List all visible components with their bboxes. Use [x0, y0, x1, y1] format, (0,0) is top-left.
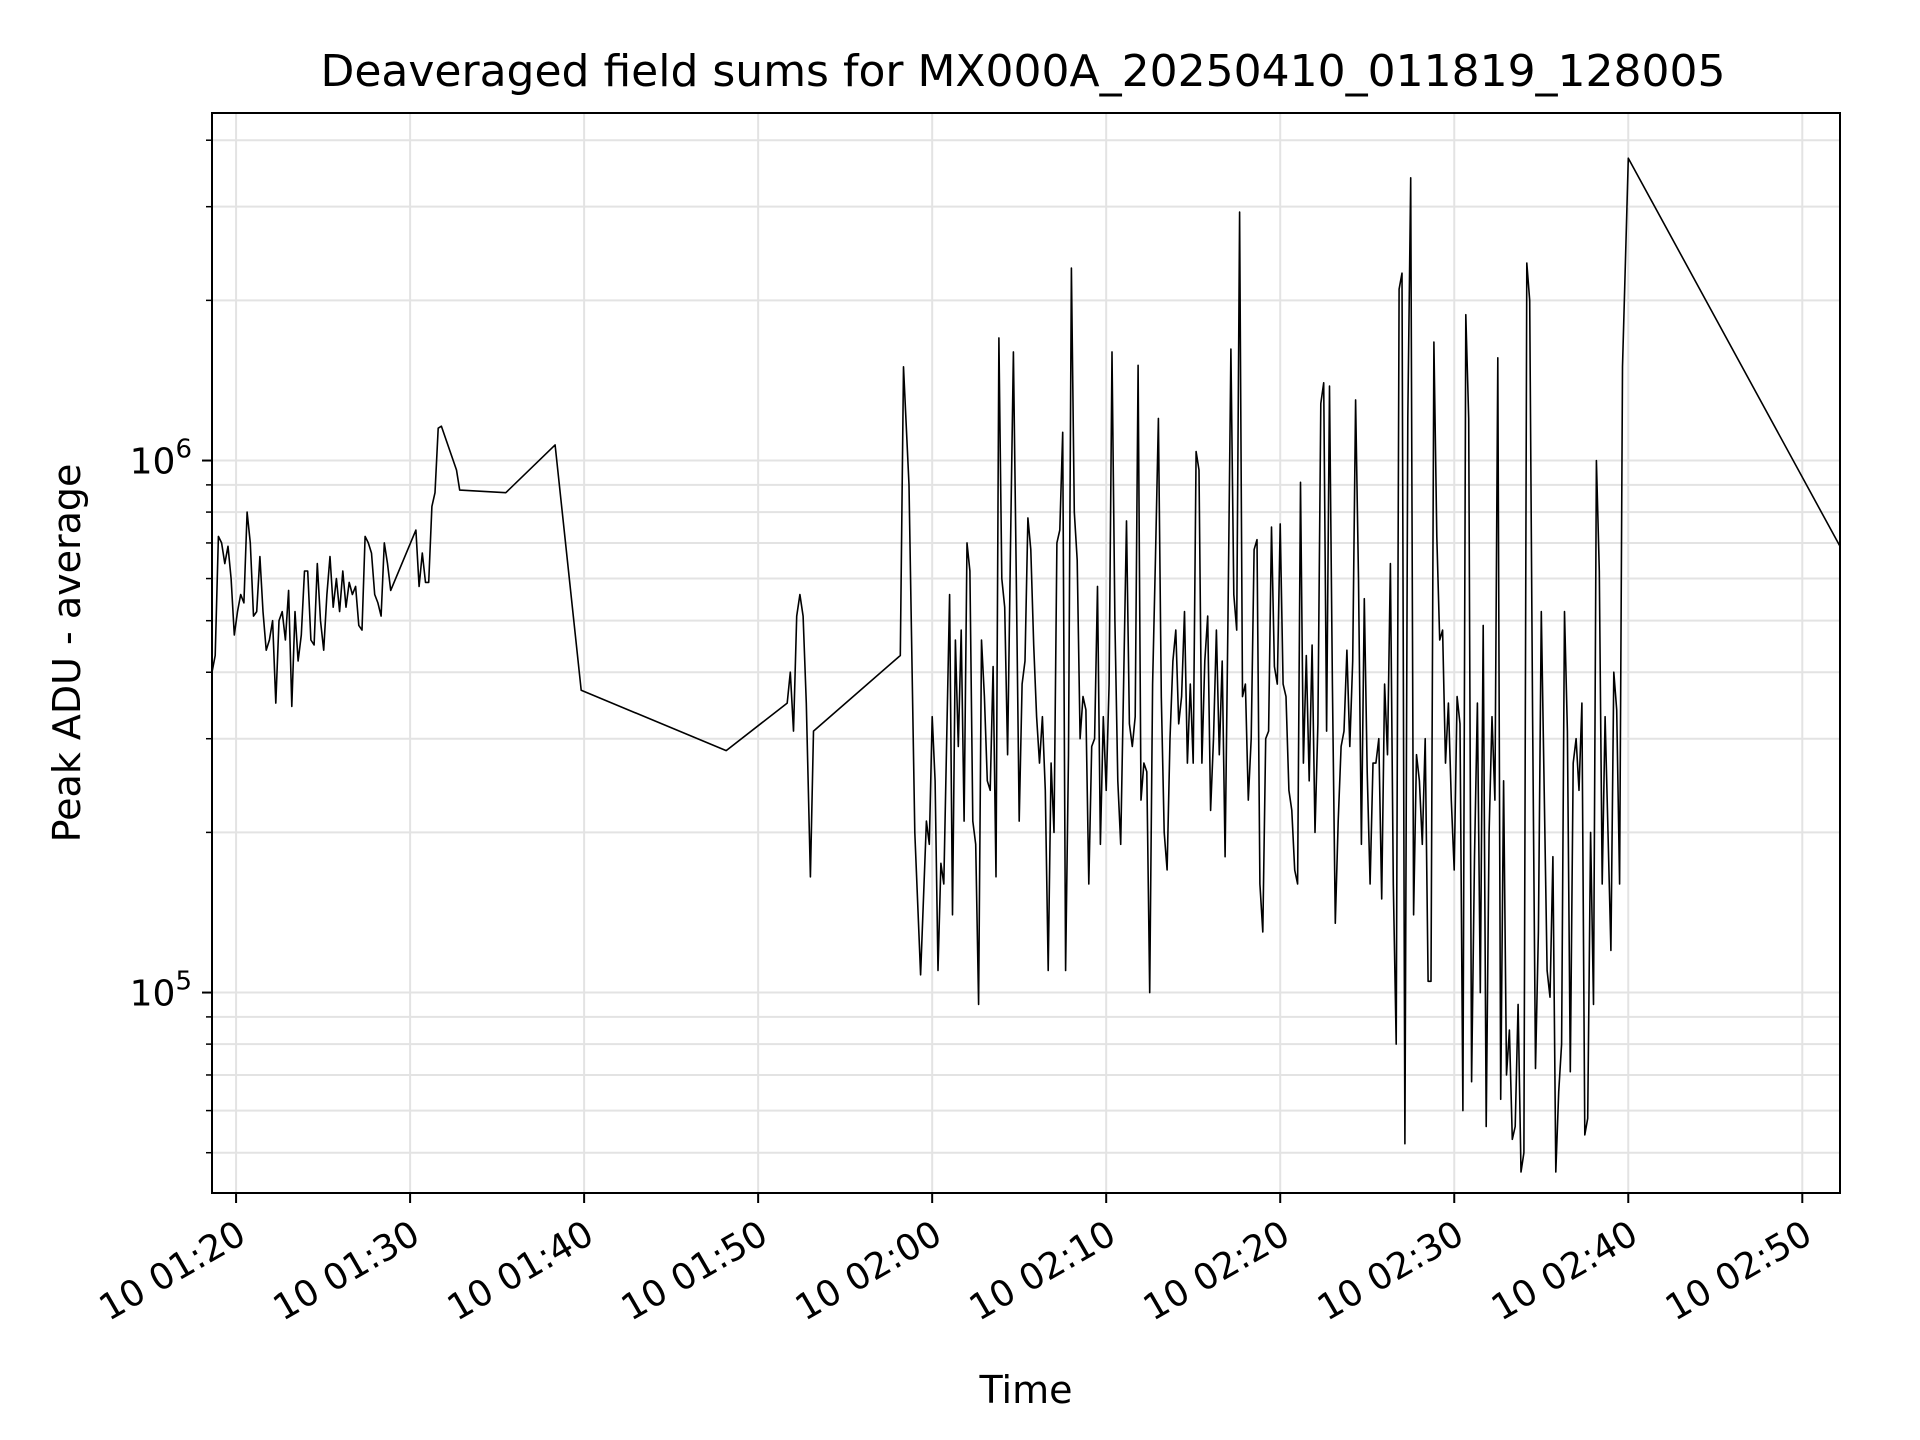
plot-frame: [211, 112, 1841, 1194]
x-axis: 10 01:20 10 01:30 10 01:40 10 01:50 10 02:00…: [93, 1193, 1819, 1329]
x-tick-label: 10 01:20: [93, 1213, 253, 1329]
y-tick-label: 105: [130, 967, 192, 1015]
chart-title: Deaveraged field sums for MX000A_2025041…: [320, 46, 1725, 97]
y-tick-exponent: 5: [175, 967, 192, 997]
x-tick-label: 10 02:20: [1137, 1213, 1297, 1329]
grid: [212, 113, 1840, 1193]
x-tick-label: 10 02:50: [1659, 1213, 1819, 1329]
x-tick-label: 10 01:40: [441, 1213, 601, 1329]
x-tick-label: 10 02:00: [789, 1213, 949, 1329]
y-tick-label: 106: [130, 435, 192, 483]
y-axis-label: Peak ADU - average: [45, 464, 89, 843]
y-tick-exponent: 6: [175, 435, 192, 465]
x-axis-label: Time: [979, 1368, 1073, 1412]
x-tick-label: 10 01:30: [267, 1213, 427, 1329]
x-tick-label: 10 02:30: [1311, 1213, 1471, 1329]
series-line: [211, 157, 1841, 1173]
x-tick-label: 10 01:50: [615, 1213, 775, 1329]
x-tick-label: 10 02:10: [963, 1213, 1123, 1329]
y-tick-base: 10: [130, 442, 176, 483]
x-tick-label: 10 02:40: [1485, 1213, 1645, 1329]
y-tick-base: 10: [130, 974, 176, 1015]
